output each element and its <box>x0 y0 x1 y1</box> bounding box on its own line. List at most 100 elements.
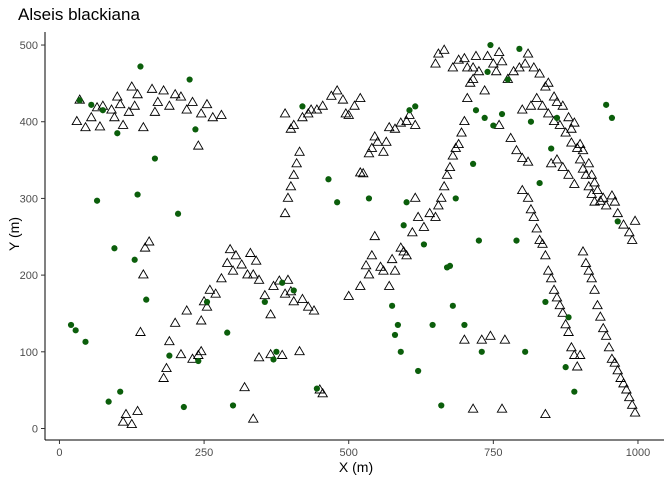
filled-circle-point <box>67 321 75 329</box>
filled-circle-point <box>438 402 445 409</box>
open-triangle-point <box>456 127 467 137</box>
y-tick-label: 200 <box>20 270 38 282</box>
filled-circle-point <box>389 302 396 309</box>
open-triangle-point <box>461 61 473 72</box>
filled-circle-point <box>224 329 231 336</box>
open-triangle-point <box>403 109 415 119</box>
filled-circle-point <box>117 388 124 395</box>
open-triangle-point <box>609 357 621 367</box>
open-triangle-point <box>250 255 262 265</box>
filled-circle-point <box>325 176 332 183</box>
open-triangle-point <box>461 92 473 103</box>
open-triangle-point <box>288 169 300 179</box>
open-triangle-point <box>192 140 204 150</box>
open-triangle-point <box>383 121 395 132</box>
open-triangle-point <box>424 207 436 218</box>
open-triangle-point <box>623 391 635 402</box>
filled-circle-point <box>548 145 555 152</box>
open-triangle-point <box>568 349 580 359</box>
open-triangle-point <box>377 146 389 156</box>
open-triangle-point <box>369 230 381 241</box>
open-triangle-point <box>158 84 170 95</box>
filled-circle-point <box>195 357 202 365</box>
filled-circle-point <box>478 348 485 355</box>
open-triangle-point <box>317 387 329 398</box>
open-triangle-point <box>557 307 569 317</box>
open-triangle-point <box>626 399 638 409</box>
open-triangle-point <box>401 249 413 260</box>
open-triangle-point <box>571 142 583 152</box>
open-triangle-point <box>369 130 381 141</box>
open-triangle-point <box>594 311 606 321</box>
x-tick-label: 1000 <box>626 447 650 459</box>
open-triangle-point <box>253 274 265 284</box>
open-triangle-point <box>282 274 294 284</box>
filled-circle-point <box>490 122 497 129</box>
open-triangle-point <box>560 318 572 329</box>
open-triangle-point <box>574 153 586 164</box>
open-triangle-point <box>123 106 135 116</box>
open-triangle-point <box>592 299 603 310</box>
open-triangle-point <box>363 269 375 279</box>
open-triangle-point <box>447 61 459 72</box>
open-triangle-point <box>563 169 575 179</box>
filled-circle-point <box>334 199 341 206</box>
open-triangle-point <box>476 334 488 344</box>
open-triangle-point <box>597 192 609 202</box>
x-axis-title: X (m) <box>339 459 373 475</box>
open-triangle-point <box>620 384 632 394</box>
open-triangle-point <box>337 94 349 104</box>
y-tick-label: 300 <box>20 193 38 205</box>
open-triangle-point <box>239 381 251 392</box>
filled-circle-point <box>203 298 211 306</box>
open-triangle-point <box>114 98 126 109</box>
open-triangle-point <box>236 259 248 269</box>
open-triangle-point <box>435 192 447 202</box>
open-triangle-point <box>467 403 479 413</box>
open-triangle-point <box>325 90 337 100</box>
filled-circle-point <box>82 338 89 345</box>
open-triangle-point <box>354 167 366 177</box>
open-triangle-point <box>551 292 563 302</box>
open-triangle-point <box>139 242 151 252</box>
filled-circle-point <box>522 348 529 355</box>
open-triangle-point <box>629 407 641 417</box>
open-triangle-point <box>242 269 253 279</box>
open-triangle-point <box>589 176 601 187</box>
open-triangle-point <box>629 215 641 225</box>
open-triangle-point <box>163 335 175 346</box>
open-triangle-point <box>539 408 551 419</box>
open-triangle-point <box>406 226 418 237</box>
open-triangle-point <box>432 199 444 210</box>
filled-circle-point <box>279 279 286 286</box>
open-triangle-point <box>565 137 577 147</box>
open-triangle-point <box>291 157 303 168</box>
open-triangle-point <box>285 180 297 191</box>
open-triangle-point <box>557 100 569 110</box>
open-triangle-point <box>516 104 528 114</box>
open-triangle-point <box>302 301 314 311</box>
open-triangle-point <box>175 348 187 359</box>
y-tick-label: 100 <box>20 347 38 359</box>
open-triangle-point <box>571 361 583 371</box>
open-triangle-point <box>496 403 508 413</box>
open-triangle-point <box>181 305 193 315</box>
open-triangle-point <box>317 100 329 110</box>
open-triangle-point <box>560 127 572 137</box>
open-triangle-point <box>175 91 187 101</box>
x-axis-ticks: 0 250 500 750 1000 <box>56 440 650 459</box>
filled-circle-point <box>504 76 511 83</box>
open-triangle-point <box>493 46 505 57</box>
filled-circle-point <box>137 63 144 70</box>
open-triangle-point <box>606 190 618 200</box>
open-triangle-point <box>377 265 389 275</box>
open-triangle-point <box>126 81 138 91</box>
open-triangle-point <box>149 106 161 116</box>
open-triangle-point <box>586 188 598 198</box>
x-tick-label: 0 <box>56 447 62 459</box>
filled-circle-point <box>391 331 399 339</box>
open-triangle-point <box>71 115 83 126</box>
open-triangle-point <box>383 280 395 290</box>
open-triangle-point <box>247 413 259 423</box>
y-tick-label: 0 <box>32 423 38 435</box>
